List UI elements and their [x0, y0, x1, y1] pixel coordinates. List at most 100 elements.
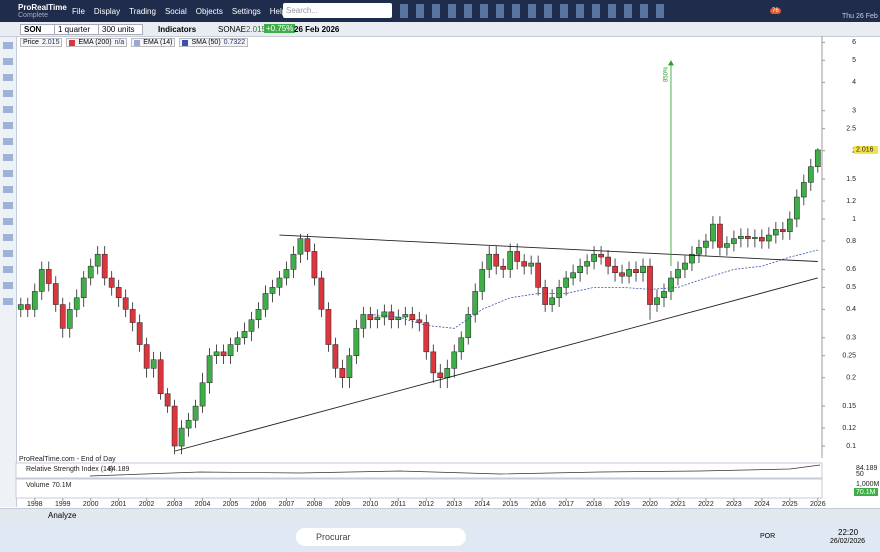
candle-body: [598, 253, 604, 258]
candle-body: [52, 283, 59, 305]
taskbar-search[interactable]: Procurar: [296, 528, 466, 546]
legend-value: 2.015: [41, 39, 60, 46]
indicators-button[interactable]: Indicators: [158, 25, 197, 34]
candle-body: [101, 253, 108, 279]
instrument-name: SONAE: [218, 25, 247, 34]
app-name: ProRealTime: [18, 3, 67, 12]
candle-body: [332, 344, 339, 369]
candle-body: [703, 240, 709, 248]
y-tick-label: 0.3: [846, 335, 856, 342]
date-label: Thu 26 Feb: [842, 13, 878, 20]
volume-value: 70.1M: [52, 482, 72, 489]
candle-body: [115, 287, 122, 299]
y-tick-label: 2.5: [846, 126, 856, 133]
candle-body: [136, 322, 143, 345]
menu-item[interactable]: Display: [93, 7, 121, 16]
candle-body: [269, 287, 276, 294]
clock-date: 26/02/2026: [830, 538, 866, 545]
analyze-tab[interactable]: Analyze: [48, 511, 77, 520]
candle-body: [521, 261, 528, 267]
y-tick-label: 6: [852, 39, 856, 46]
y-tick-label: 0.15: [842, 403, 856, 410]
candle-body: [563, 277, 569, 288]
trendline: [279, 234, 818, 262]
x-tick-label: 2022: [698, 501, 714, 508]
candle-body: [38, 269, 45, 292]
y-tick-label: 0.8: [846, 238, 856, 245]
search-box[interactable]: Search...: [283, 3, 392, 18]
candle-body: [346, 355, 353, 378]
x-tick-label: 2023: [726, 501, 742, 508]
candle-body: [451, 351, 458, 369]
x-tick-label: 2010: [363, 501, 379, 508]
candle-body: [745, 235, 751, 239]
candle-body: [31, 291, 38, 310]
candle-body: [24, 304, 31, 310]
candle-body: [304, 238, 311, 252]
x-tick-label: 2013: [446, 501, 462, 508]
legend-value: n/a: [114, 39, 125, 46]
tool-icons[interactable]: [3, 42, 13, 312]
candle-body: [500, 265, 507, 270]
candle-body: [668, 277, 674, 292]
sma-line: [370, 249, 818, 329]
rsi-level: 50: [856, 471, 864, 478]
candle-body: [374, 316, 381, 321]
candle-body: [206, 355, 213, 384]
candle-body: [66, 309, 73, 329]
x-tick-label: 2021: [670, 501, 686, 508]
candle-body: [108, 277, 115, 288]
x-tick-label: 2001: [111, 501, 127, 508]
menu-item[interactable]: Help: [269, 7, 287, 16]
candle-body: [759, 237, 765, 242]
legend-entry: EMA (14): [131, 38, 176, 47]
candle-body: [458, 337, 465, 353]
candle-body: [297, 238, 304, 255]
x-tick-label: 2006: [251, 501, 267, 508]
instrument-change: +0.75%: [264, 24, 296, 33]
rsi-panel: [15, 462, 823, 479]
candle-body: [591, 253, 597, 262]
drawing-tools[interactable]: [400, 4, 665, 18]
last-price-box: [854, 145, 878, 154]
x-tick-label: 2014: [474, 501, 490, 508]
x-tick-label: 2009: [335, 501, 351, 508]
candle-body: [654, 297, 660, 305]
menu-item[interactable]: Social: [164, 7, 187, 16]
candle-body: [220, 351, 227, 356]
legend-entry: EMA (200) n/a: [66, 38, 128, 47]
candle-body: [143, 344, 150, 369]
menu-item[interactable]: Trading: [129, 7, 156, 16]
candle-body: [786, 218, 793, 232]
menu-item[interactable]: Settings: [231, 7, 261, 16]
candle-body: [360, 314, 367, 329]
x-tick-label: 2002: [139, 501, 155, 508]
x-tick-label: 2004: [195, 501, 211, 508]
candle-body: [731, 238, 737, 244]
x-tick-label: 2015: [502, 501, 518, 508]
menu-item[interactable]: Objects: [195, 7, 223, 16]
menu-item[interactable]: File: [72, 7, 85, 16]
x-tick-label: 2012: [419, 501, 435, 508]
candle-body: [192, 405, 199, 421]
candle-body: [486, 253, 493, 270]
candle-body: [766, 234, 772, 242]
rsi-line: [89, 464, 821, 477]
candle-body: [150, 359, 157, 369]
candle-body: [779, 229, 786, 232]
chart-toolbar: SON 1 quarter 300 units Indicators SONAE…: [0, 22, 880, 37]
candle-body: [255, 309, 262, 321]
candle-body: [248, 319, 255, 332]
candle-body: [73, 297, 80, 310]
candle-body: [514, 251, 521, 262]
candle-body: [87, 265, 94, 279]
candle-body: [710, 223, 716, 242]
candle-body: [409, 314, 416, 321]
volume-title: Volume: [26, 482, 49, 489]
candle-body: [675, 269, 681, 279]
candle-body: [129, 309, 136, 323]
units[interactable]: 300 units: [98, 24, 143, 35]
volume-badge: [854, 488, 878, 496]
rsi-value: 84.189: [108, 466, 130, 473]
